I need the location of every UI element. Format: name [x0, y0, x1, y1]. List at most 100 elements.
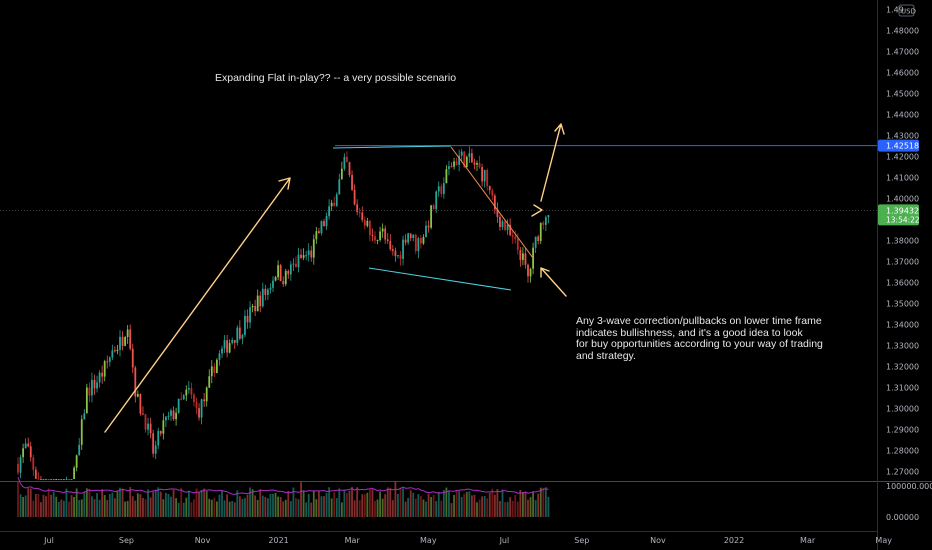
volume-bar — [338, 488, 341, 517]
candle-body — [32, 457, 35, 470]
candle-body — [27, 443, 30, 447]
volume-bar — [111, 492, 114, 517]
volume-bar — [409, 490, 412, 517]
candle-body — [238, 327, 241, 339]
candle-body — [412, 234, 415, 238]
candle-body — [351, 175, 353, 190]
volume-bar — [544, 487, 547, 517]
volume-bar — [63, 500, 65, 517]
candle-body — [60, 479, 63, 480]
candle-body — [420, 238, 422, 244]
volume-bar — [244, 498, 246, 517]
candle-body — [170, 410, 172, 416]
time-tick-label: Nov — [195, 536, 211, 545]
candle-body — [496, 209, 499, 217]
volume-bar — [458, 491, 461, 517]
volume-bar — [369, 488, 371, 517]
volume-bar — [101, 489, 104, 517]
candle-body — [147, 423, 149, 430]
volume-bar — [366, 492, 369, 517]
candle-body — [175, 412, 177, 420]
candle-body — [338, 179, 341, 195]
volume-bar — [165, 492, 167, 517]
volume-bar — [249, 487, 251, 517]
candle-body — [353, 189, 356, 205]
candle-body — [221, 348, 223, 354]
volume-bar — [91, 496, 93, 517]
candle-body — [435, 191, 438, 210]
time-tick-label: Sep — [119, 536, 134, 545]
candle-body — [121, 336, 124, 346]
candle-body — [256, 295, 259, 312]
chevron-right-icon — [531, 204, 543, 217]
volume-bar — [261, 495, 264, 517]
time-tick-label: Jul — [499, 536, 510, 545]
volume-bar — [103, 495, 106, 517]
candle-body — [320, 221, 323, 234]
candle-body — [514, 236, 517, 239]
volume-bar — [131, 496, 134, 517]
candle-body — [399, 255, 402, 259]
candle-body — [384, 228, 387, 240]
candle-body — [527, 264, 529, 277]
volume-bar — [159, 491, 162, 517]
volume-bar — [340, 502, 343, 517]
candle-body — [277, 265, 279, 278]
volume-tick-label: 100000.00000 — [886, 482, 932, 491]
candle-body — [34, 469, 37, 479]
time-tick-label: Nov — [650, 536, 666, 545]
time-tick-label: 2021 — [268, 536, 288, 545]
candle-body — [193, 394, 195, 403]
candle-body — [404, 239, 407, 243]
candle-body — [524, 253, 527, 265]
volume-bar — [430, 497, 432, 517]
volume-bar — [527, 499, 529, 517]
volume-bar — [45, 496, 47, 517]
volume-bar — [200, 489, 203, 517]
volume-bar — [292, 487, 295, 517]
volume-bar — [295, 498, 297, 517]
volume-bar — [437, 491, 440, 517]
volume-bar — [473, 494, 476, 517]
volume-bar — [381, 498, 384, 517]
currency-label: USD — [901, 8, 916, 16]
volume-bar — [154, 489, 157, 517]
volume-bar — [27, 488, 30, 517]
candle-body — [231, 340, 234, 344]
volume-bar — [534, 500, 537, 517]
candle-body — [328, 206, 330, 217]
volume-bar — [302, 491, 305, 517]
candle-body — [486, 170, 489, 187]
volume-bar — [511, 500, 514, 517]
price-tick-label: 1.33000 — [886, 342, 919, 351]
candle-body — [307, 250, 310, 256]
volume-bar — [279, 497, 282, 517]
volume-bar — [170, 496, 172, 517]
candle-body — [236, 327, 239, 343]
volume-bar — [182, 502, 185, 517]
price-tick-label: 1.47000 — [886, 48, 919, 57]
candle-body — [136, 394, 139, 397]
volume-bar — [310, 502, 313, 517]
volume-bar — [394, 481, 397, 517]
volume-bar — [532, 492, 534, 517]
candle-body — [190, 388, 193, 395]
volume-bar — [108, 494, 111, 517]
candle-body — [249, 307, 251, 323]
candle-body — [356, 204, 359, 212]
volume-bar — [407, 498, 410, 517]
candle-body — [488, 186, 491, 191]
volume-bars — [17, 481, 550, 517]
volume-bar — [210, 499, 213, 517]
volume-bar — [374, 501, 376, 517]
candle-body — [547, 215, 550, 218]
candle-body — [302, 255, 305, 258]
candle-body — [371, 235, 374, 237]
volume-bar — [34, 494, 37, 517]
candle-body — [432, 205, 435, 210]
price-tick-label: 1.44000 — [886, 111, 919, 120]
volume-bar — [282, 501, 285, 517]
